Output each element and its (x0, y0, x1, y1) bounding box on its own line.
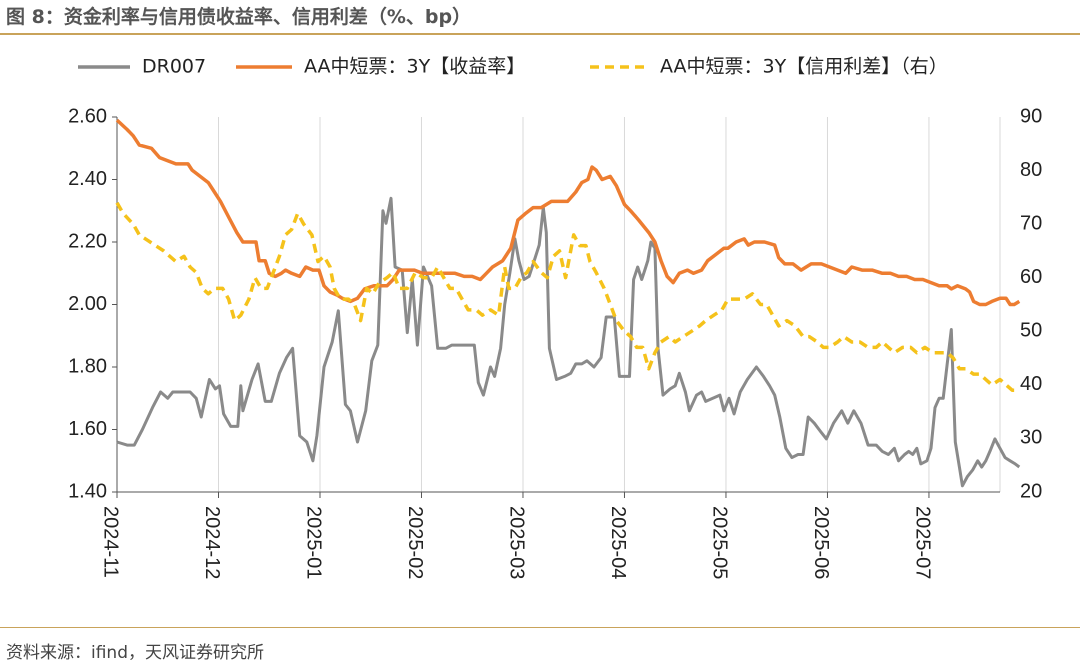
axes: 2024-11 2024-12 2025-01 2025-02 2025-03 2025-… (68, 105, 1042, 579)
y-left-tick-label: 2.00 (68, 293, 107, 315)
x-tick-label: 2025-03 (506, 506, 528, 579)
series-layer (115, 118, 1021, 488)
y-right-tick-label: 70 (1020, 212, 1042, 234)
figure-title: 图 8：资金利率与信用债收益率、信用利差（%、bp） (6, 6, 472, 28)
x-tick-label: 2025-04 (607, 506, 629, 579)
bottom-divider (0, 627, 1080, 628)
source-note: 资料来源：ifind，天风证券研究所 (6, 643, 264, 663)
series-line-spread (115, 201, 1020, 392)
y-right-tick-label: 30 (1020, 427, 1042, 449)
y-left-tick-label: 2.40 (68, 168, 107, 190)
y-left-tick-label: 1.80 (68, 355, 107, 377)
legend-label-0: DR007 (142, 56, 206, 78)
x-tick-label: 2025-01 (303, 506, 325, 579)
vertical-grid (217, 117, 1001, 492)
legend: DR007 AA中短票：3Y【收益率】 AA中短票：3Y【信用利差】（右） (78, 56, 948, 78)
x-tick-label: 2025-06 (810, 506, 832, 579)
y-left-tick-label: 1.60 (68, 418, 107, 440)
y-right-tick-label: 90 (1020, 105, 1042, 127)
y-right-tick-label: 20 (1020, 480, 1042, 502)
y-right-tick-label: 50 (1020, 320, 1042, 342)
y-left-tick-label: 1.40 (68, 480, 107, 502)
x-tick-label: 2025-07 (912, 506, 934, 579)
x-tick-label: 2025-05 (709, 506, 731, 579)
legend-label-2: AA中短票：3Y【信用利差】（右） (660, 56, 948, 78)
top-divider (0, 33, 1080, 35)
x-tick-label: 2024-11 (100, 506, 122, 578)
x-tick-label: 2024-12 (201, 506, 223, 579)
y-left-tick-label: 2.60 (68, 105, 107, 127)
series-line-yield (115, 118, 1021, 307)
y-right-tick-label: 40 (1020, 373, 1042, 395)
series-line-dr007 (116, 196, 1021, 488)
y-right-tick-label: 60 (1020, 266, 1042, 288)
x-tick-label: 2025-02 (404, 506, 426, 579)
legend-label-1: AA中短票：3Y【收益率】 (304, 56, 525, 78)
y-right-tick-label: 80 (1020, 159, 1042, 181)
y-left-tick-label: 2.20 (68, 230, 107, 252)
